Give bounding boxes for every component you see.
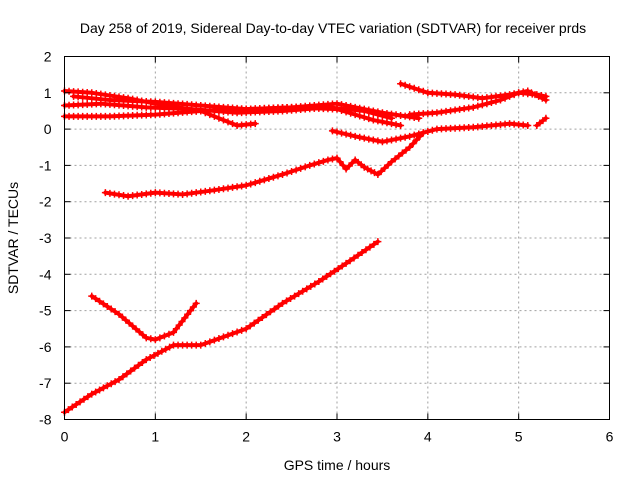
chart-title: Day 258 of 2019, Sidereal Day-to-day VTE… [80,20,586,36]
series-trace-4 [70,92,405,129]
y-tick-label: -3 [39,230,52,246]
y-tick-label: -4 [39,266,52,282]
series-markers [406,89,550,119]
y-tick-label: -5 [39,303,52,319]
y-tick-label: -2 [39,194,52,210]
y-tick-label: -6 [39,339,52,355]
x-tick-label: 5 [515,429,523,445]
x-axis-label: GPS time / hours [284,457,391,473]
y-tick-label: 1 [44,85,52,101]
series-line [534,116,548,128]
series-markers [101,129,427,200]
series-markers [70,92,405,129]
y-tick-label: 2 [44,49,52,65]
x-tick-label: 2 [242,429,250,445]
series-markers [533,114,550,129]
y-tick-label: -7 [39,375,52,391]
y-tick-label: -1 [39,157,52,173]
x-tick-label: 0 [61,429,69,445]
series-group [61,80,550,416]
series-markers [88,292,200,344]
ticks: 0 1 2 3 4 5 6 -8 -7 -6 -5 -4 -3 -2 -1 0 1 2 [39,49,614,445]
series-trace-9 [101,129,427,200]
x-tick-label: 6 [606,429,614,445]
y-tick-label: 0 [44,121,52,137]
x-tick-label: 1 [151,429,159,445]
series-markers [328,120,532,146]
series-trace-11 [88,292,200,344]
y-tick-label: -8 [39,412,52,428]
series-trace-6 [406,89,550,119]
grid [64,56,610,420]
x-tick-label: 3 [333,429,341,445]
x-tick-label: 4 [424,429,432,445]
y-axis-label: SDTVAR / TECUs [5,182,21,294]
series-trace-8 [533,114,550,129]
